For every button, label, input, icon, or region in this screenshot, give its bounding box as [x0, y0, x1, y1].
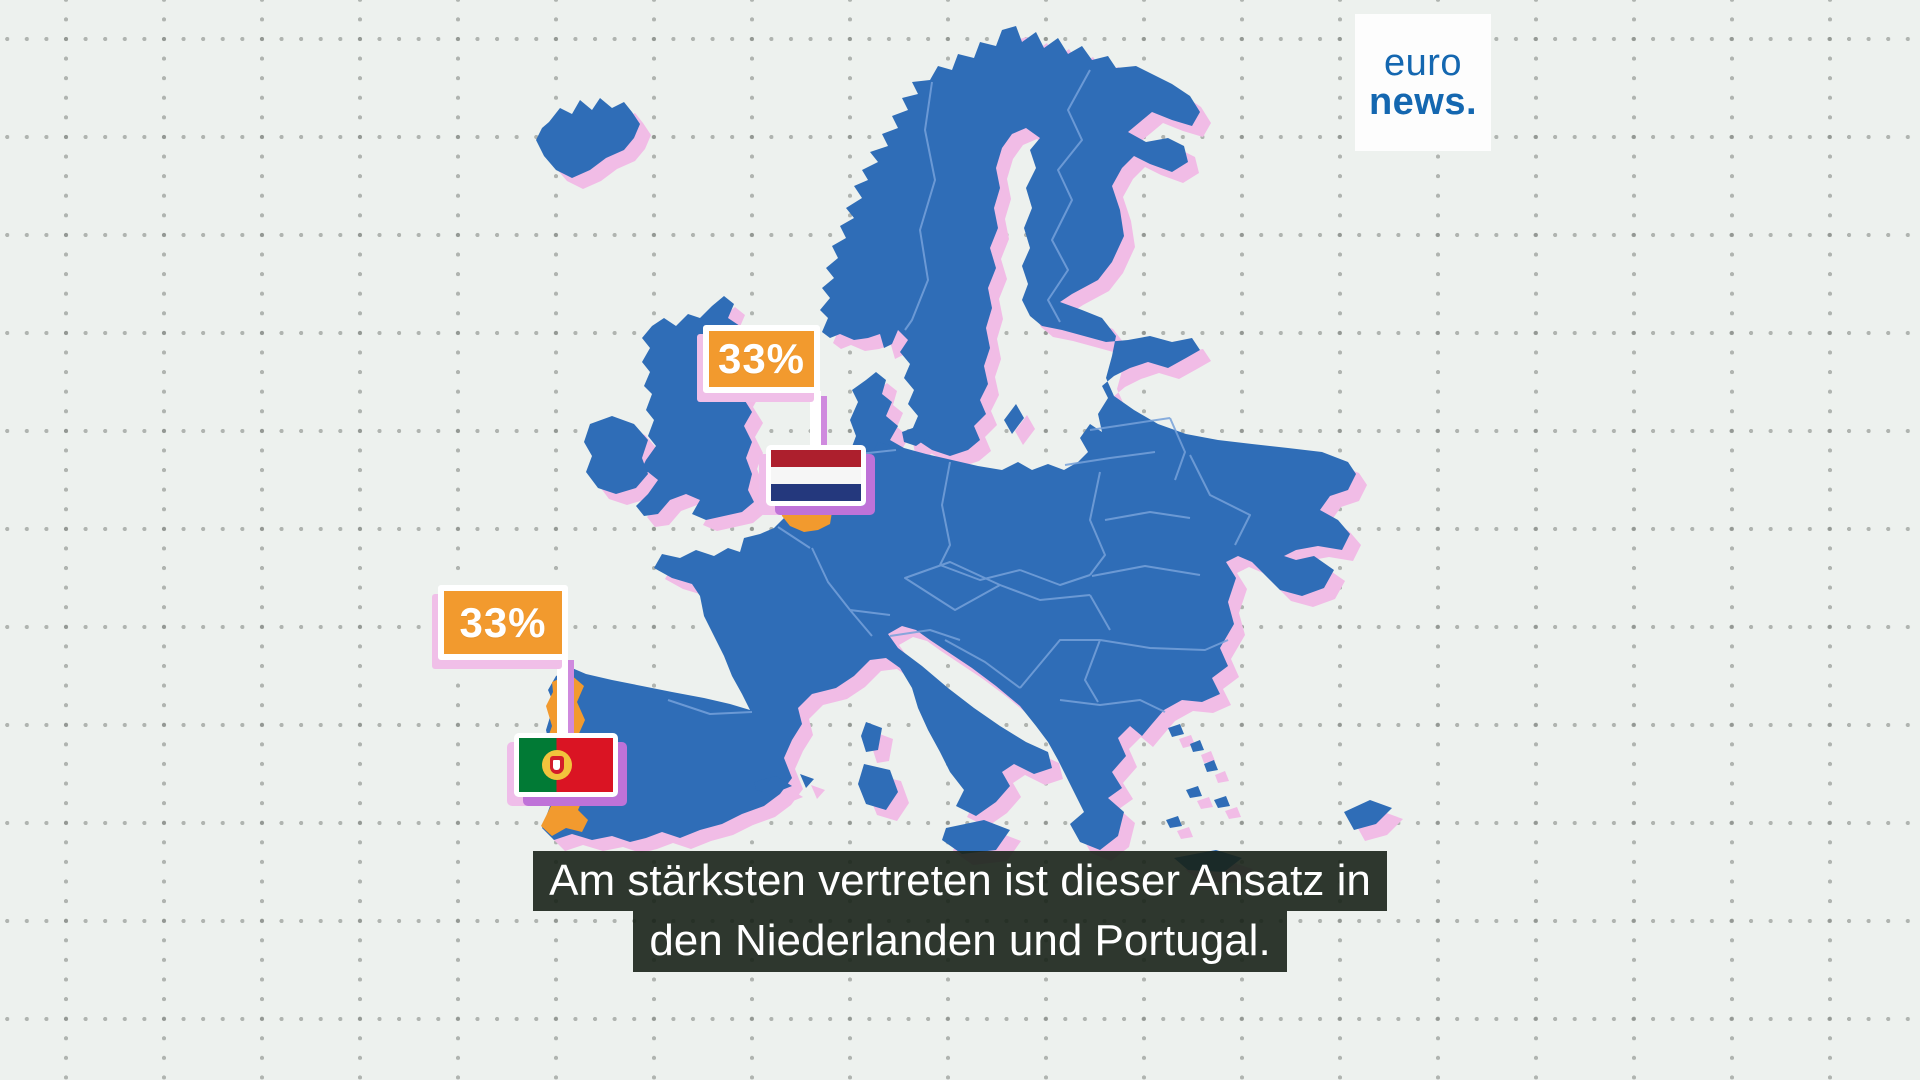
map-land — [536, 26, 1392, 872]
portugal-percentage-label: 33% — [438, 585, 568, 660]
subtitle-line-1: Am stärksten vertreten ist dieser Ansatz… — [533, 851, 1387, 912]
netherlands-highlight — [780, 498, 832, 532]
euronews-logo-text-news: news. — [1368, 80, 1478, 123]
netherlands-flag-icon — [766, 445, 866, 506]
subtitle-line-2: den Niederlanden und Portugal. — [633, 911, 1287, 972]
country-borders — [667, 69, 1251, 715]
portugal-label-pole — [557, 655, 568, 743]
portugal-percentage-value: 33% — [459, 598, 547, 646]
euronews-logo: euro news. — [1355, 14, 1491, 151]
netherlands-percentage-value: 33% — [717, 335, 806, 382]
netherlands-percentage-label: 33% — [703, 325, 820, 393]
subtitle-caption: Am stärksten vertreten ist dieser Ansatz… — [0, 851, 1920, 972]
portugal-flag-emblem — [541, 750, 572, 780]
euronews-logo-text-euro: euro — [1383, 41, 1463, 84]
netherlands-label-pole — [810, 391, 821, 453]
portugal-flag-icon — [514, 733, 618, 797]
